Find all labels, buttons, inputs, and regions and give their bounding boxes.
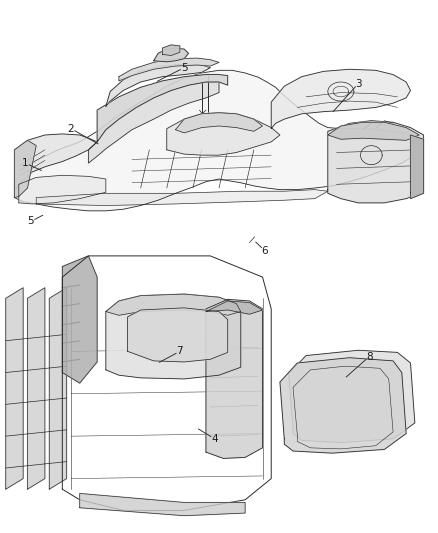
Text: 6: 6 <box>261 246 268 256</box>
Polygon shape <box>106 294 241 316</box>
Polygon shape <box>88 82 219 163</box>
Polygon shape <box>19 175 106 204</box>
Polygon shape <box>410 135 424 199</box>
Text: 2: 2 <box>68 124 74 134</box>
Polygon shape <box>271 69 410 128</box>
Polygon shape <box>28 288 45 489</box>
Polygon shape <box>36 190 328 206</box>
Polygon shape <box>328 122 419 140</box>
Polygon shape <box>80 494 245 516</box>
Polygon shape <box>6 288 23 489</box>
Polygon shape <box>62 256 97 383</box>
Text: 7: 7 <box>177 346 183 357</box>
Polygon shape <box>106 64 210 107</box>
Polygon shape <box>154 48 188 62</box>
Polygon shape <box>289 350 415 442</box>
Polygon shape <box>328 120 424 203</box>
Text: 5: 5 <box>181 63 187 72</box>
Text: 8: 8 <box>366 352 372 361</box>
Polygon shape <box>176 113 262 133</box>
Text: 4: 4 <box>212 434 218 444</box>
Text: 3: 3 <box>355 78 362 88</box>
Polygon shape <box>97 75 228 142</box>
Polygon shape <box>167 113 280 155</box>
Polygon shape <box>280 358 406 453</box>
Polygon shape <box>49 288 67 489</box>
Polygon shape <box>14 134 97 198</box>
Polygon shape <box>206 301 262 314</box>
Polygon shape <box>14 70 424 211</box>
Polygon shape <box>14 140 36 198</box>
Polygon shape <box>162 45 180 55</box>
Polygon shape <box>206 300 262 458</box>
Text: 1: 1 <box>22 158 28 168</box>
Polygon shape <box>106 294 241 379</box>
Polygon shape <box>119 58 219 81</box>
Text: 5: 5 <box>28 216 34 227</box>
Polygon shape <box>127 308 228 362</box>
